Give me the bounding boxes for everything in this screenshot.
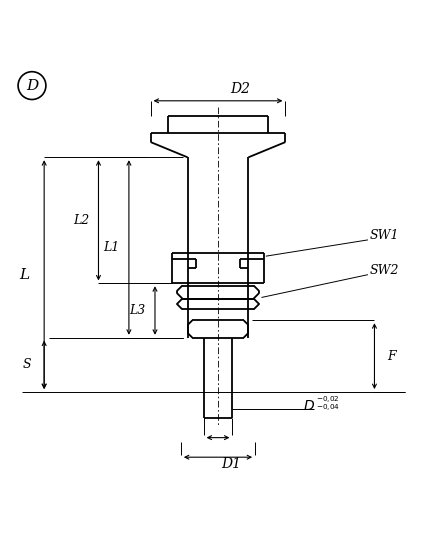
Text: L2: L2 (73, 214, 89, 227)
Text: SW2: SW2 (370, 264, 400, 277)
Text: SW1: SW1 (370, 229, 400, 242)
Text: L3: L3 (129, 304, 146, 317)
Text: D: D (26, 79, 38, 93)
Text: D1: D1 (221, 456, 241, 471)
Text: L: L (20, 268, 30, 282)
Text: D2: D2 (230, 81, 250, 95)
Text: $^{-0{,}02}_{-0{,}04}$: $^{-0{,}02}_{-0{,}04}$ (316, 395, 340, 413)
Text: S: S (23, 358, 31, 371)
Text: F: F (388, 350, 396, 363)
Text: L1: L1 (103, 241, 119, 254)
Text: $D$: $D$ (303, 399, 315, 413)
